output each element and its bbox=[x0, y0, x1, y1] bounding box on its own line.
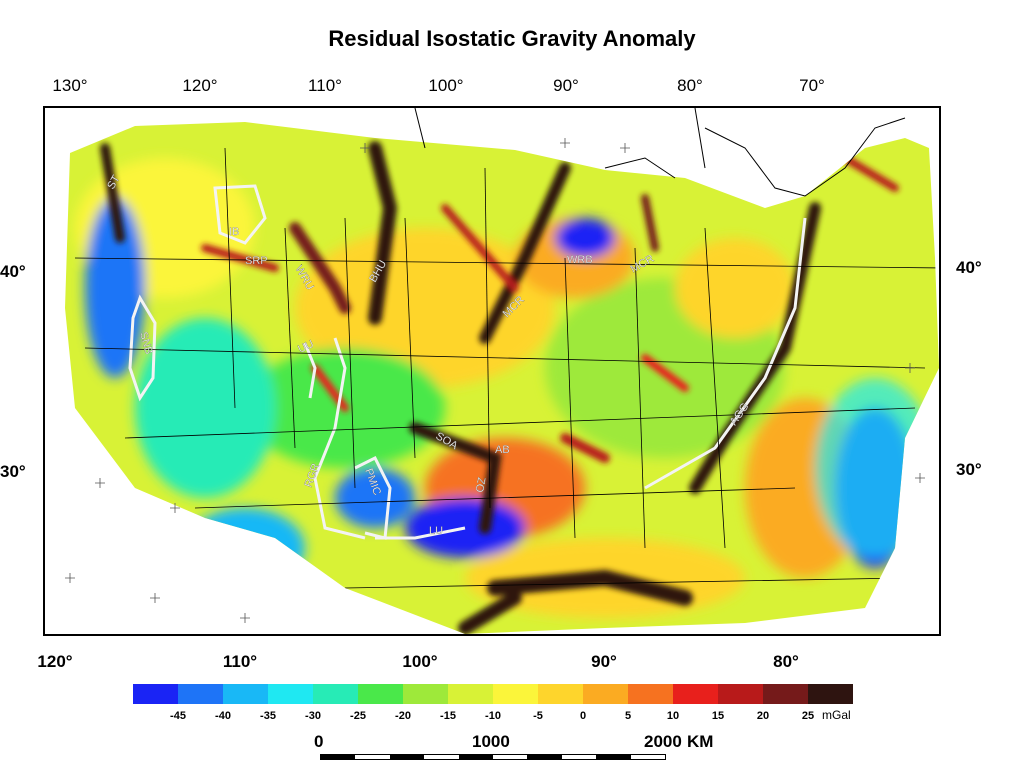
scale-bar-segment bbox=[321, 755, 356, 759]
color-bar-tick-label: 10 bbox=[666, 710, 680, 722]
top-longitude-label: 100° bbox=[428, 76, 464, 95]
scale-bar-segment bbox=[355, 755, 390, 759]
scale-bar-segment bbox=[561, 755, 597, 759]
color-bar-tick-label: 5 bbox=[624, 710, 632, 722]
color-bar-unit: mGal bbox=[822, 708, 851, 722]
color-bar-tick-label: -30 bbox=[305, 710, 321, 722]
color-bar-tick-label: -35 bbox=[260, 710, 276, 722]
bottom-longitude-label: 110° bbox=[222, 652, 258, 671]
color-bar-segment bbox=[808, 684, 853, 704]
color-bar-segment bbox=[178, 684, 223, 704]
color-bar-segment bbox=[133, 684, 178, 704]
color-bar-segment bbox=[268, 684, 313, 704]
color-bar-tick-label: -15 bbox=[440, 710, 456, 722]
scale-label-2000: 2000 bbox=[644, 732, 682, 751]
top-longitude-label: 110° bbox=[308, 76, 342, 95]
color-bar-segment bbox=[448, 684, 493, 704]
color-bar-segment bbox=[718, 684, 763, 704]
right-latitude-label: 30° bbox=[956, 460, 982, 479]
color-bar-tick-label: 20 bbox=[756, 710, 770, 722]
top-longitude-label: 70° bbox=[799, 76, 825, 95]
color-bar-tick-label: -40 bbox=[215, 710, 231, 722]
map-label-ab: AB bbox=[495, 444, 510, 456]
color-bar-tick-label: -20 bbox=[395, 710, 411, 722]
gravity-anomaly-map: ST IB SRP WRU BHU MCR WRB MCR SNB UU AGG… bbox=[43, 106, 941, 636]
color-bar-segment bbox=[763, 684, 808, 704]
color-bar-segment bbox=[223, 684, 268, 704]
scale-bar-segment bbox=[493, 755, 528, 759]
color-bar-segment bbox=[493, 684, 538, 704]
bottom-longitude-label: 80° bbox=[773, 652, 799, 671]
scale-bar-segment bbox=[424, 755, 459, 759]
color-bar-segment bbox=[583, 684, 628, 704]
scale-bar-segment bbox=[389, 755, 425, 759]
bottom-longitude-label: 100° bbox=[402, 652, 438, 671]
color-bar-tick-label: -25 bbox=[350, 710, 366, 722]
scale-bar bbox=[320, 754, 666, 760]
color-bar bbox=[133, 684, 853, 704]
map-label-srp: SRP bbox=[245, 255, 268, 267]
map-label-ib: IB bbox=[229, 226, 239, 238]
map-label-oz: OZ bbox=[474, 476, 489, 493]
map-title: Residual Isostatic Gravity Anomaly bbox=[328, 26, 696, 51]
color-bar-segment bbox=[313, 684, 358, 704]
map-label-lu: LU bbox=[429, 525, 443, 537]
color-bar-segment bbox=[538, 684, 583, 704]
scale-bar-segment bbox=[527, 755, 562, 759]
scale-label-0: 0 bbox=[314, 732, 324, 751]
scale-bar-segment bbox=[596, 755, 631, 759]
scale-bar-segment bbox=[630, 755, 666, 759]
color-bar-segment bbox=[673, 684, 718, 704]
color-bar-tick-label: 25 bbox=[801, 710, 815, 722]
map-label-wrb: WRB bbox=[567, 254, 593, 266]
top-longitude-label: 80° bbox=[677, 76, 703, 95]
top-longitude-label: 130° bbox=[52, 76, 88, 95]
map-label-snb: SNB bbox=[137, 331, 154, 356]
scale-unit: KM bbox=[687, 732, 714, 751]
color-bar-segment bbox=[403, 684, 448, 704]
color-bar-tick-label: -45 bbox=[170, 710, 186, 722]
bottom-longitude-label: 90° bbox=[591, 652, 617, 671]
color-bar-tick-label: 0 bbox=[579, 710, 587, 722]
color-bar-tick-label: -5 bbox=[533, 710, 543, 722]
bottom-longitude-label: 120° bbox=[37, 652, 73, 671]
scale-bar-segment bbox=[458, 755, 494, 759]
color-bar-segment bbox=[358, 684, 403, 704]
left-latitude-label: 30° bbox=[0, 462, 26, 481]
right-latitude-label: 40° bbox=[956, 258, 982, 277]
color-bar-segment bbox=[628, 684, 673, 704]
color-bar-tick-label: -10 bbox=[485, 710, 501, 722]
left-latitude-label: 40° bbox=[0, 262, 26, 281]
color-bar-tick-label: 15 bbox=[711, 710, 725, 722]
top-longitude-label: 120° bbox=[182, 76, 218, 95]
top-longitude-label: 90° bbox=[553, 76, 579, 95]
scale-label-1000: 1000 bbox=[472, 732, 510, 751]
map-canvas: ST IB SRP WRU BHU MCR WRB MCR SNB UU AGG… bbox=[65, 108, 939, 634]
